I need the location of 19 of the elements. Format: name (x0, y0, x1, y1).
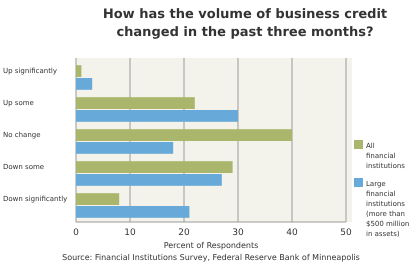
bar (76, 193, 120, 205)
x-tick-label: 40 (286, 228, 298, 238)
bar (76, 142, 174, 154)
x-tick-label: 10 (124, 228, 136, 238)
bar (76, 97, 195, 109)
bar (76, 174, 222, 186)
bar (76, 161, 233, 173)
bar (76, 206, 190, 218)
bar (76, 65, 82, 77)
x-tick-label: 0 (73, 228, 80, 238)
chart-title: How has the volume of business credit changed in the past three months? (102, 7, 388, 40)
bar (76, 129, 292, 141)
x-axis-title: Percent of Respondents (164, 241, 258, 250)
bar (76, 78, 92, 90)
x-tick-label: 30 (232, 228, 244, 238)
x-tick-label: 20 (178, 228, 190, 238)
x-tick-label: 50 (340, 228, 352, 238)
source-note: Source: Financial Institutions Survey, Federal Reserve Bank of Minneapolis (62, 253, 360, 262)
bar (76, 110, 238, 122)
